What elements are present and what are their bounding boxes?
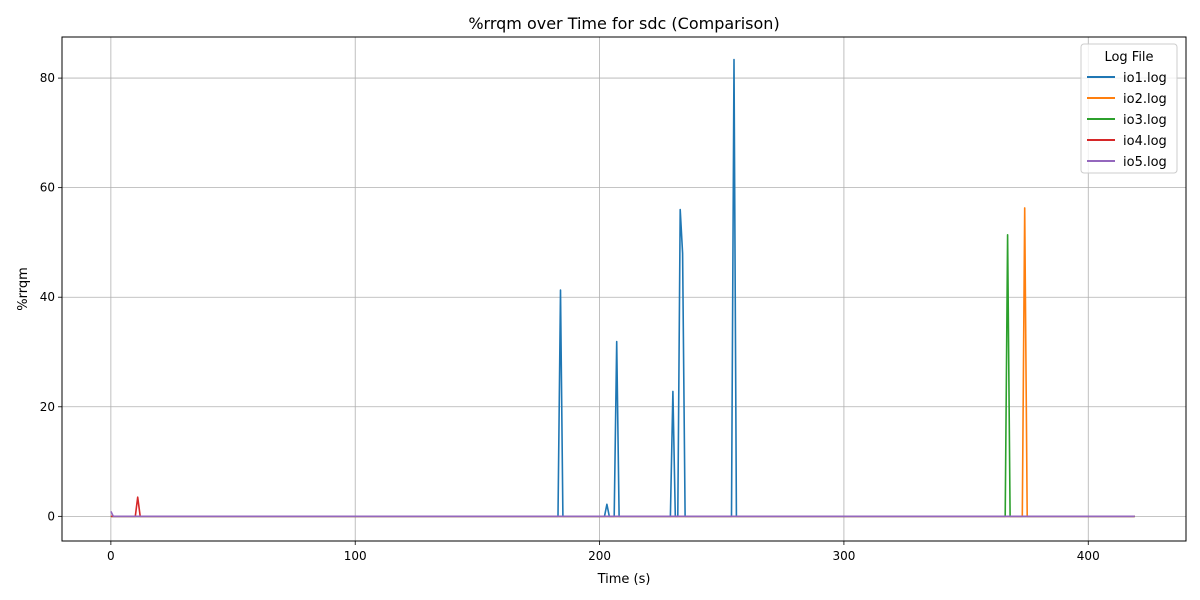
y-tick-label: 60	[40, 181, 55, 195]
legend-label-io2: io2.log	[1123, 92, 1167, 107]
legend-title: Log File	[1104, 50, 1153, 65]
plot-area-frame	[61, 36, 1187, 542]
legend-label-io3: io3.log	[1123, 113, 1167, 128]
x-tick-label: 400	[1077, 549, 1100, 563]
legend-items: io1.log io2.log io3.log io4.log io5.log	[1087, 71, 1167, 170]
y-tick-label: 80	[40, 71, 55, 85]
series-lines	[110, 58, 1135, 518]
y-tick-label: 0	[47, 509, 55, 523]
axis-ticks: 0 100 200 300 400 0 20 40 60 80	[40, 71, 1100, 563]
x-tick-label: 0	[107, 549, 115, 563]
legend-label-io4: io4.log	[1123, 134, 1167, 149]
legend: Log File io1.log io2.log io3.log io4.log io5…	[1080, 43, 1178, 174]
x-tick-label: 200	[588, 549, 611, 563]
legend-label-io5: io5.log	[1123, 155, 1167, 170]
x-tick-label: 300	[832, 549, 855, 563]
legend-label-io1: io1.log	[1123, 71, 1167, 86]
x-tick-label: 100	[344, 549, 367, 563]
x-axis-title: Time (s)	[597, 572, 651, 587]
series-line-io5	[110, 511, 1135, 518]
y-tick-label: 40	[40, 290, 55, 304]
y-tick-label: 20	[40, 400, 55, 414]
y-axis-title: %rrqm	[16, 267, 31, 311]
chart-title: %rrqm over Time for sdc (Comparison)	[468, 14, 779, 33]
